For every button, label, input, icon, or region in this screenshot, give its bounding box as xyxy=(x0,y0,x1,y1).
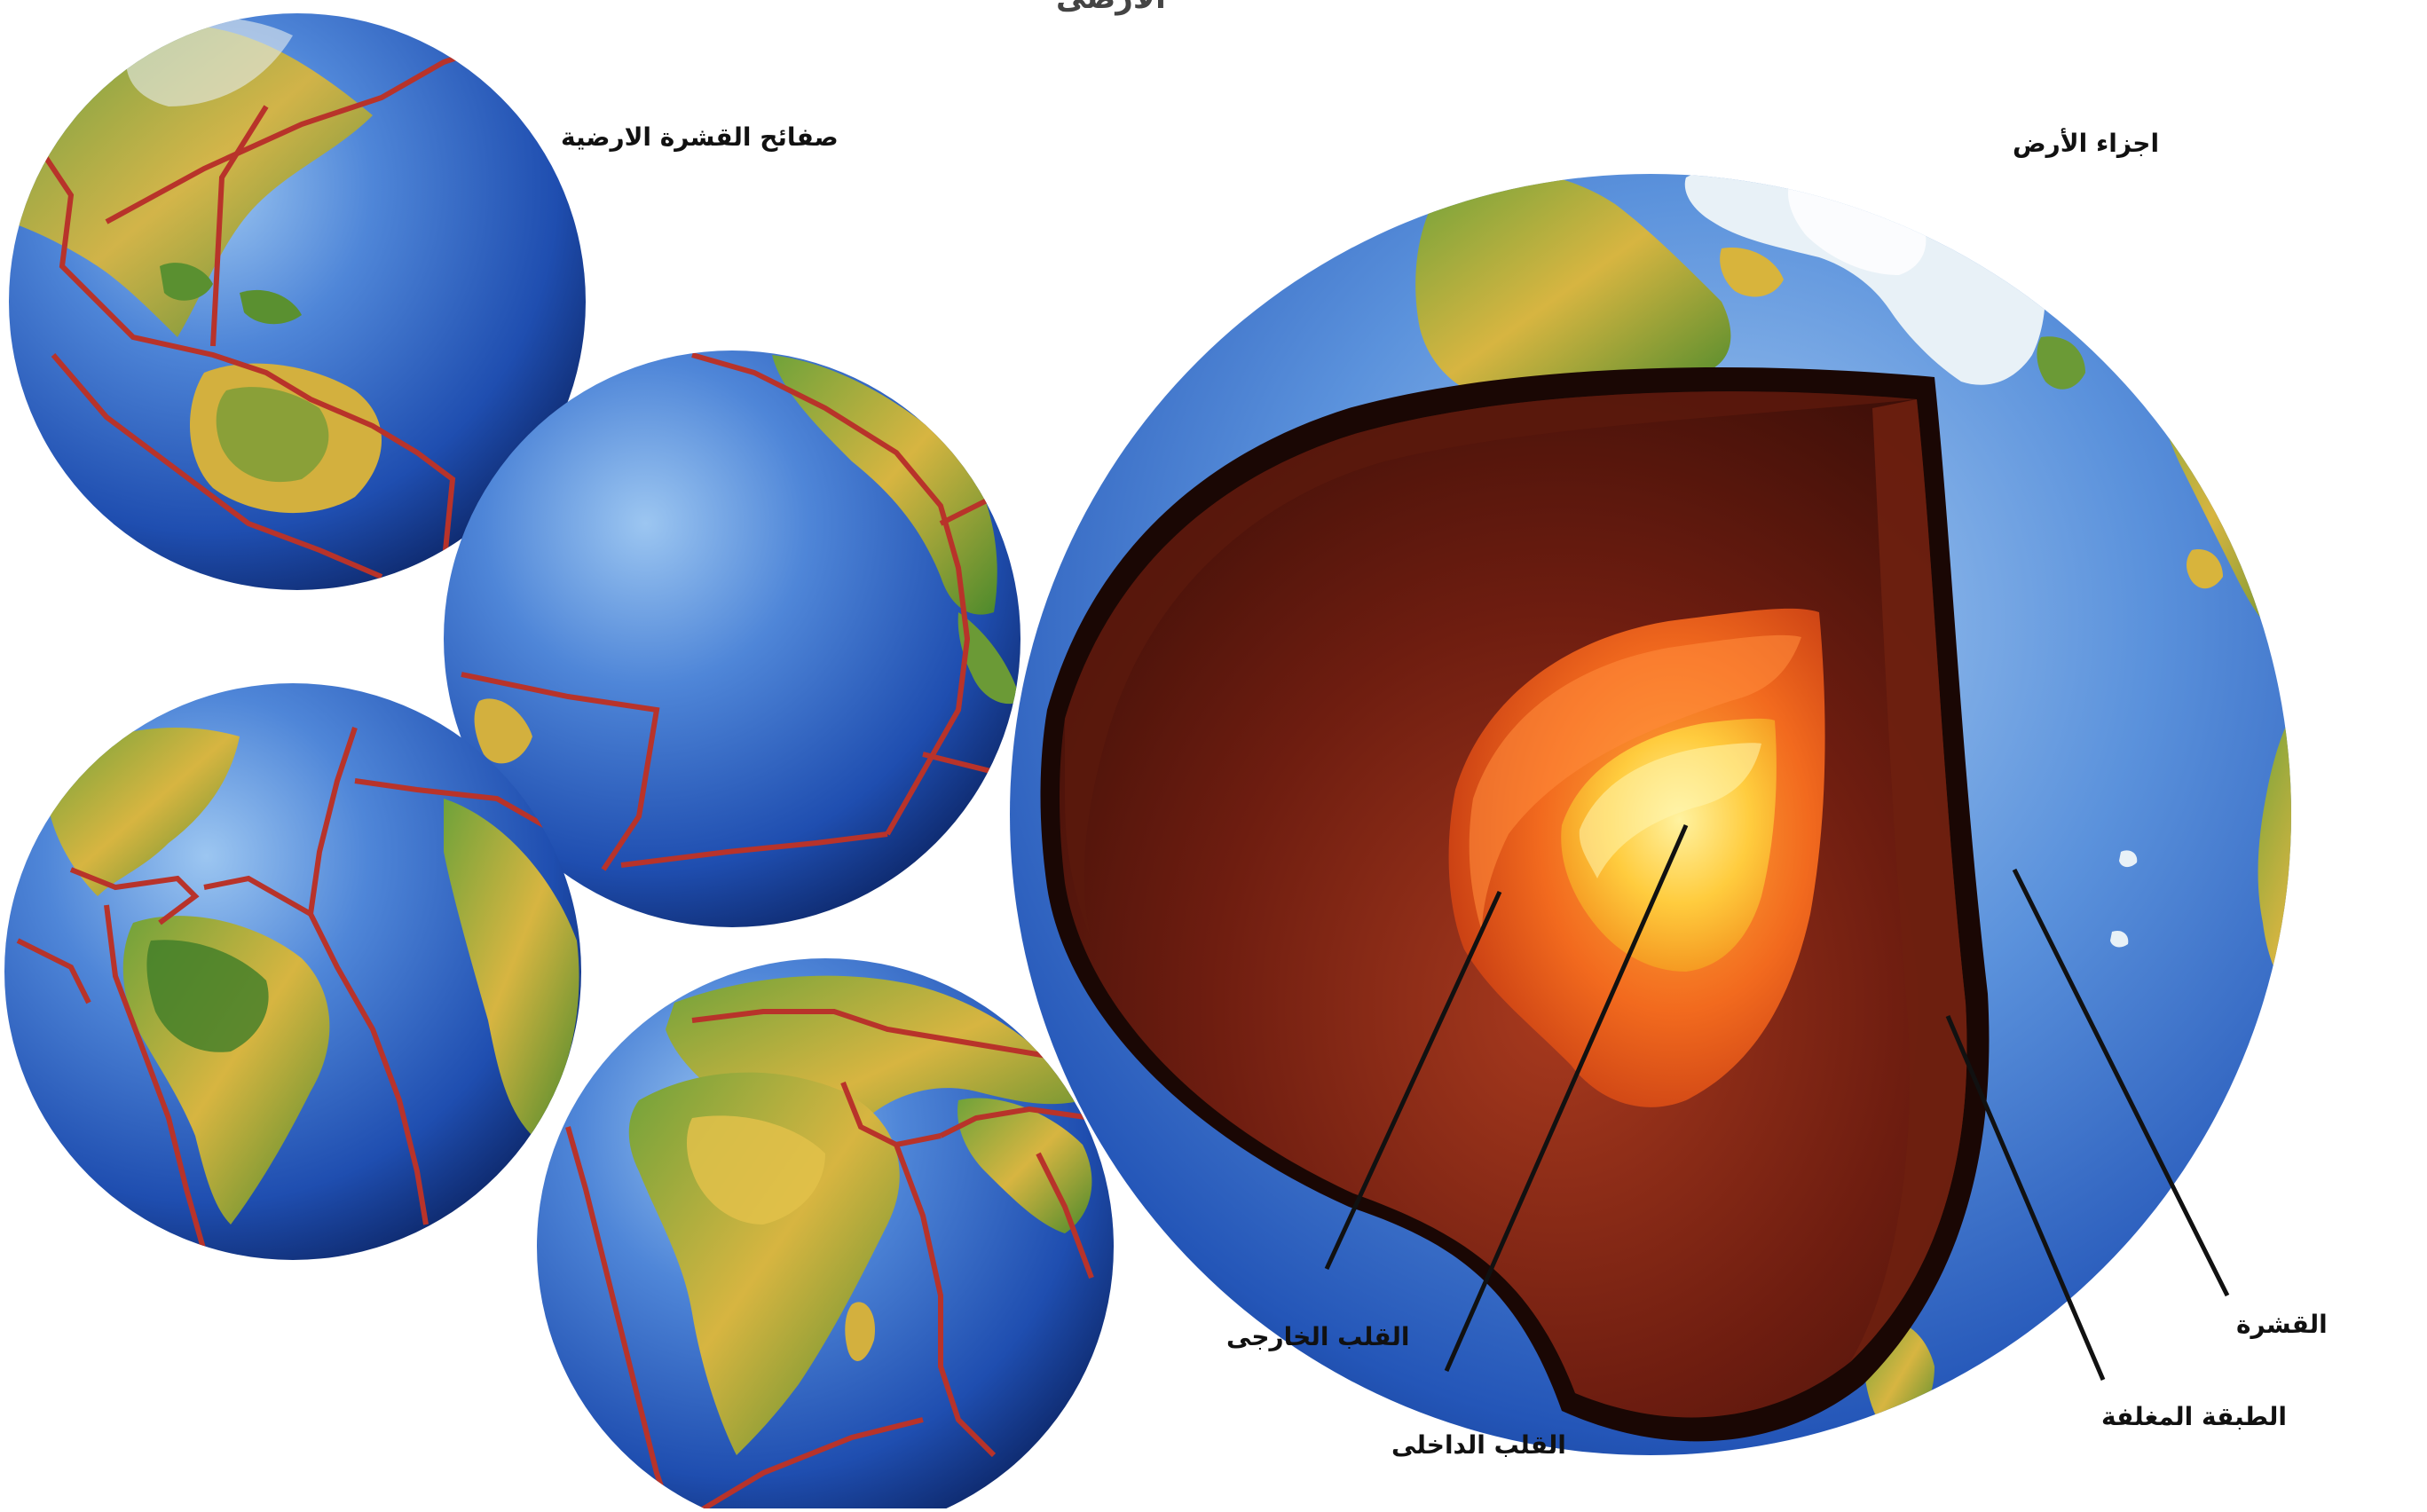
globe-africa xyxy=(537,958,1114,1512)
crust-label: القشرة xyxy=(2236,1310,2328,1339)
globe-americas xyxy=(4,683,581,1260)
plates-title: صفائح القشرة الارضية xyxy=(561,122,839,152)
outer-core-leader-line xyxy=(1324,890,1502,1271)
globe-pacific xyxy=(444,350,1020,927)
crust-leader-line xyxy=(2012,868,2230,1297)
inner-core-label: القلب الداخلى xyxy=(1391,1430,1566,1460)
mantle-leader-line xyxy=(1945,1015,2106,1381)
earth-parts-title: اجزاء الأرض xyxy=(2013,129,2160,158)
earth-cutaway-globe xyxy=(1010,174,2291,1455)
leader-lines xyxy=(1324,823,2230,1381)
mantle-label: الطبقة المغلفة xyxy=(2101,1402,2287,1431)
inner-core-leader-line xyxy=(1444,823,1689,1373)
header-fragment: الارضى xyxy=(1056,0,1166,16)
outer-core-label: القلب الخارجى xyxy=(1226,1322,1410,1351)
